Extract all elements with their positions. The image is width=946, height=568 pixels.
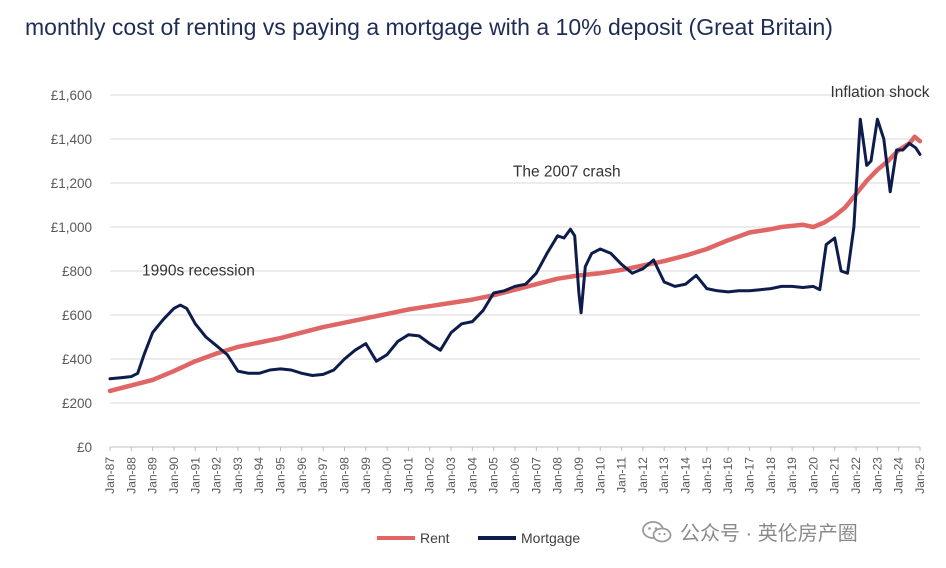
legend: Rent Mortgage xyxy=(377,530,580,546)
x-tick-label: Jan-16 xyxy=(721,457,735,494)
x-axis: Jan-87 Jan-88 Jan-89 Jan-90 Jan-91 Jan-92 Jan-… xyxy=(103,447,927,494)
wechat-icon xyxy=(642,520,672,542)
x-tick-label: Jan-92 xyxy=(210,457,224,494)
x-tick-label: Jan-11 xyxy=(615,457,629,493)
y-axis: £0 £200 £400 £600 £800 £1,000 £1,200 £1,400 £1,6… xyxy=(51,88,92,455)
x-tick-label: Jan-19 xyxy=(785,457,799,494)
x-tick-label: Jan-18 xyxy=(764,457,778,494)
x-tick-label: Jan-88 xyxy=(124,457,138,494)
x-tick-label: Jan-95 xyxy=(274,457,288,494)
x-tick-label: Jan-98 xyxy=(337,457,351,494)
series-line-mortgage xyxy=(108,117,922,381)
y-tick-label: £1,200 xyxy=(51,176,92,191)
y-tick-label: £600 xyxy=(62,308,92,323)
series-line-rent xyxy=(107,134,923,394)
x-tick-label: Jan-17 xyxy=(742,457,756,494)
x-tick-label: Jan-08 xyxy=(551,457,565,494)
x-tick-label: Jan-99 xyxy=(359,457,373,494)
x-tick-label: Jan-02 xyxy=(423,457,437,494)
x-tick-label: Jan-96 xyxy=(295,457,309,494)
x-tick-label: Jan-22 xyxy=(849,457,863,494)
x-tick-label: Jan-20 xyxy=(806,457,820,494)
x-tick-label: Jan-93 xyxy=(231,457,245,494)
x-tick-label: Jan-94 xyxy=(252,457,266,494)
y-tick-label: £200 xyxy=(62,396,92,411)
watermark-text: 公众号 · 英伦房产圈 xyxy=(680,523,858,545)
chart-title: monthly cost of renting vs paying a mort… xyxy=(25,14,833,40)
x-tick-label: Jan-21 xyxy=(828,457,842,494)
x-tick-label: Jan-09 xyxy=(572,457,586,494)
x-tick-label: Jan-24 xyxy=(892,457,906,494)
x-tick-label: Jan-07 xyxy=(529,457,543,494)
annotations: 1990s recession The 2007 crash Inflation s… xyxy=(142,84,930,279)
y-tick-label: £1,600 xyxy=(51,88,92,103)
y-tick-label: £800 xyxy=(62,264,92,279)
x-tick-label: Jan-04 xyxy=(465,457,479,494)
series-layer xyxy=(107,117,923,394)
x-tick-label: Jan-12 xyxy=(636,457,650,494)
x-tick-label: Jan-90 xyxy=(167,457,181,494)
y-tick-label: £1,000 xyxy=(51,220,92,235)
x-tick-label: Jan-89 xyxy=(146,457,160,494)
x-tick-label: Jan-91 xyxy=(188,457,202,494)
annotation-label: 1990s recession xyxy=(142,262,255,279)
x-tick-label: Jan-01 xyxy=(401,457,415,494)
x-tick-label: Jan-15 xyxy=(700,457,714,494)
y-tick-label: £1,400 xyxy=(51,132,92,147)
x-tick-label: Jan-00 xyxy=(380,457,394,494)
legend-rent-label: Rent xyxy=(420,530,450,546)
gridlines xyxy=(110,94,920,448)
x-tick-label: Jan-14 xyxy=(679,457,693,494)
x-tick-label: Jan-13 xyxy=(657,457,671,494)
annotation-label: The 2007 crash xyxy=(513,163,621,180)
watermark: 公众号 · 英伦房产圈 xyxy=(642,517,858,546)
x-tick-label: Jan-05 xyxy=(487,457,501,494)
x-tick-label: Jan-23 xyxy=(870,457,884,494)
x-tick-label: Jan-06 xyxy=(508,457,522,494)
legend-mortgage-label: Mortgage xyxy=(521,530,580,546)
annotation-label: Inflation shock xyxy=(830,84,929,101)
y-tick-label: £0 xyxy=(77,440,92,455)
y-tick-label: £400 xyxy=(62,352,92,367)
x-tick-label: Jan-03 xyxy=(444,457,458,494)
x-tick-label: Jan-97 xyxy=(316,457,330,494)
x-tick-label: Jan-25 xyxy=(913,457,927,494)
x-tick-label: Jan-87 xyxy=(103,457,117,494)
x-tick-label: Jan-10 xyxy=(593,457,607,494)
